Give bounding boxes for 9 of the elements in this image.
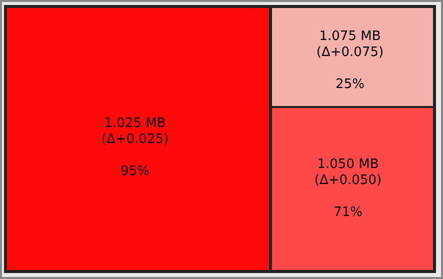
text: (Δ+0.025): [101, 132, 169, 147]
category-label: 1.075 MB: [319, 29, 381, 44]
data-label: 25%: [336, 77, 364, 92]
data-label: 95%: [120, 164, 150, 179]
data-label: 71%: [334, 205, 362, 220]
category-label: 1.050 MB: [317, 157, 379, 172]
text: (Δ+0.050): [314, 173, 382, 188]
text: (Δ+0.075): [316, 45, 384, 60]
category-label: 1.025 MB: [104, 116, 166, 131]
